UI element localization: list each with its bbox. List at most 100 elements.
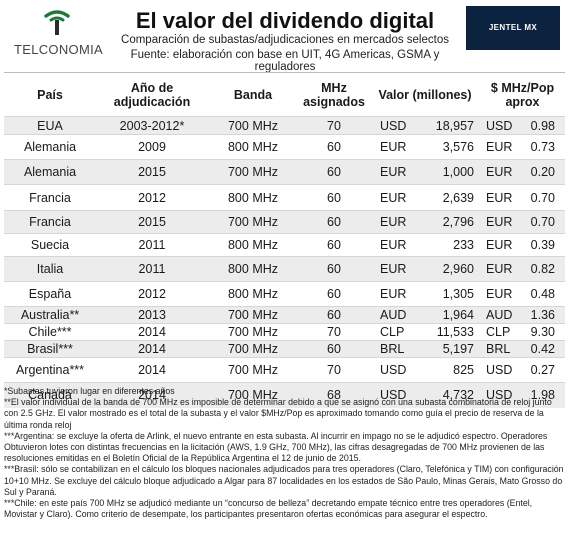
cell-ratio: 0.98 xyxy=(517,116,565,135)
cell-year: 2014 xyxy=(96,382,208,408)
cell-band: 700 MHz xyxy=(208,116,298,135)
cell-country: Canadá xyxy=(4,382,96,408)
telconomia-logo-icon xyxy=(44,10,70,35)
cell-cur2: USD xyxy=(480,116,517,135)
cell-value: 5,197 xyxy=(414,340,480,358)
header: TELCONOMIA El valor del dividendo digita… xyxy=(0,0,569,73)
cell-country: Alemania xyxy=(4,159,96,185)
footnotes: *Subastas tuvieron lugar en diferentes a… xyxy=(4,386,565,520)
cell-cur: USD xyxy=(370,382,414,408)
cell-cur: EUR xyxy=(370,210,414,234)
cell-year: 2015 xyxy=(96,159,208,185)
cell-value: 2,796 xyxy=(414,210,480,234)
cell-mhz: 70 xyxy=(298,116,370,135)
cell-cur: USD xyxy=(370,357,414,383)
header-band: Banda xyxy=(208,72,298,117)
cell-country: Francia xyxy=(4,210,96,234)
page-subtitle: Comparación de subastas/adjudicaciones e… xyxy=(121,34,449,46)
cell-mhz: 60 xyxy=(298,340,370,358)
cell-ratio: 0.42 xyxy=(517,340,565,358)
cell-cur: CLP xyxy=(370,323,414,341)
auction-table: País Año de adjudicación Banda MHz asign… xyxy=(4,72,565,408)
cell-year: 2015 xyxy=(96,210,208,234)
cell-band: 800 MHz xyxy=(208,184,298,211)
cell-mhz: 60 xyxy=(298,256,370,282)
cell-cur2: EUR xyxy=(480,210,517,234)
cell-ratio: 0.70 xyxy=(517,210,565,234)
cell-country: Suecia xyxy=(4,233,96,257)
cell-cur2: EUR xyxy=(480,256,517,282)
cell-value: 3,576 xyxy=(414,134,480,160)
cell-cur: EUR xyxy=(370,281,414,307)
cell-year: 2013 xyxy=(96,306,208,324)
table-header-row: País Año de adjudicación Banda MHz asign… xyxy=(4,72,565,117)
table-row: Chile*** 2014 700 MHz 70 CLP 11,533 CLP 9.30 xyxy=(4,323,565,341)
cell-ratio: 0.39 xyxy=(517,233,565,257)
cell-cur: EUR xyxy=(370,256,414,282)
cell-country: Italia xyxy=(4,256,96,282)
cell-year: 2014 xyxy=(96,340,208,358)
cell-mhz: 60 xyxy=(298,233,370,257)
cell-mhz: 68 xyxy=(298,382,370,408)
cell-year: 2003-2012* xyxy=(96,116,208,135)
cell-ratio: 1.98 xyxy=(517,382,565,408)
cell-cur2: EUR xyxy=(480,233,517,257)
cell-year: 2011 xyxy=(96,233,208,257)
cell-band: 800 MHz xyxy=(208,134,298,160)
cell-cur2: BRL xyxy=(480,340,517,358)
cell-year: 2012 xyxy=(96,184,208,211)
cell-cur: EUR xyxy=(370,134,414,160)
footnote: *Subastas tuvieron lugar en diferentes a… xyxy=(4,386,175,396)
cell-band: 700 MHz xyxy=(208,159,298,185)
cell-value: 1,305 xyxy=(414,281,480,307)
footnote: **El valor individual de la banda de 700… xyxy=(4,397,552,430)
table-row: Suecia 2011 800 MHz 60 EUR 233 EUR 0.39 xyxy=(4,233,565,257)
cell-country: Francia xyxy=(4,184,96,211)
cell-country: EUA xyxy=(4,116,96,135)
cell-value: 11,533 xyxy=(414,323,480,341)
cell-band: 700 MHz xyxy=(208,357,298,383)
cell-band: 700 MHz xyxy=(208,323,298,341)
cell-year: 2011 xyxy=(96,256,208,282)
cell-value: 4,732 xyxy=(414,382,480,408)
table-body: EUA 2003-2012* 700 MHz 70 USD 18,957 USD 0.98 Al… xyxy=(4,116,565,408)
cell-year: 2012 xyxy=(96,281,208,307)
cell-country: España xyxy=(4,281,96,307)
table-row: Alemania 2015 700 MHz 60 EUR 1,000 EUR 0.20 xyxy=(4,159,565,185)
cell-year: 2014 xyxy=(96,323,208,341)
header-year: Año de adjudicación xyxy=(96,72,208,117)
table-row: Francia 2012 800 MHz 60 EUR 2,639 EUR 0.70 xyxy=(4,184,565,211)
footnote: ***Chile: en este país 700 MHz se adjudi… xyxy=(4,498,533,520)
cell-band: 700 MHz xyxy=(208,340,298,358)
table-row: Alemania 2009 800 MHz 60 EUR 3,576 EUR 0.73 xyxy=(4,134,565,160)
cell-cur: USD xyxy=(370,116,414,135)
cell-ratio: 9.30 xyxy=(517,323,565,341)
cell-cur2: AUD xyxy=(480,306,517,324)
cell-ratio: 0.48 xyxy=(517,281,565,307)
cell-cur2: EUR xyxy=(480,184,517,211)
cell-value: 18,957 xyxy=(414,116,480,135)
cell-band: 700 MHz xyxy=(208,382,298,408)
logo-text: TELCONOMIA xyxy=(14,42,103,57)
header-value: Valor (millones) xyxy=(370,72,480,117)
cell-ratio: 0.70 xyxy=(517,184,565,211)
cell-value: 2,639 xyxy=(414,184,480,211)
footnote: ***Argentina: se excluye la oferta de Ar… xyxy=(4,430,548,464)
cell-mhz: 70 xyxy=(298,357,370,383)
cell-country: Argentina*** xyxy=(4,357,96,383)
cell-band: 800 MHz xyxy=(208,256,298,282)
cell-country: Brasil*** xyxy=(4,340,96,358)
header-ratio: $ MHz/Pop aprox xyxy=(480,72,565,117)
cell-value: 233 xyxy=(414,233,480,257)
cell-country: Chile*** xyxy=(4,323,96,341)
cell-mhz: 70 xyxy=(298,323,370,341)
table-row: Francia 2015 700 MHz 60 EUR 2,796 EUR 0.70 xyxy=(4,210,565,234)
cell-cur2: EUR xyxy=(480,159,517,185)
cell-cur2: CLP xyxy=(480,323,517,341)
table-row: España 2012 800 MHz 60 EUR 1,305 EUR 0.48 xyxy=(4,281,565,307)
cell-year: 2009 xyxy=(96,134,208,160)
cell-value: 2,960 xyxy=(414,256,480,282)
cell-ratio: 0.73 xyxy=(517,134,565,160)
source-line: Fuente: elaboración con base en UIT, 4G … xyxy=(130,49,440,73)
cell-value: 1,000 xyxy=(414,159,480,185)
